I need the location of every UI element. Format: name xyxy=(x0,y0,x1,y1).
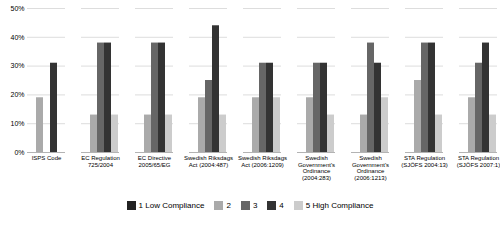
svg-text:Swedish RiksdagsAct (2004:487): Swedish RiksdagsAct (2004:487) xyxy=(184,155,233,168)
html-text:1 Low Compliance: 1 Low Compliance xyxy=(138,201,205,210)
svg-text:STA Regulation(SJÖFS 2004:13): STA Regulation(SJÖFS 2004:13) xyxy=(401,155,448,168)
svg-text:10%: 10% xyxy=(10,120,24,127)
svg-text:STA Regulation(SJÖFS 2007:1): STA Regulation(SJÖFS 2007:1) xyxy=(457,155,500,168)
svg-text:Swedish RiksdagsAct (2006:1209: Swedish RiksdagsAct (2006:1209) xyxy=(238,155,287,168)
svg-text:50%: 50% xyxy=(10,5,24,12)
svg-text:30%: 30% xyxy=(10,62,24,69)
svg-text:0%: 0% xyxy=(14,149,24,156)
html-text:2: 2 xyxy=(226,201,231,210)
svg-text:EC Directive2005/65/EG: EC Directive2005/65/EG xyxy=(138,155,172,168)
svg-text:SwedishGovernment'sOrdinance(2: SwedishGovernment'sOrdinance(2006:1213) xyxy=(352,155,389,181)
html-text:3: 3 xyxy=(252,201,258,210)
svg-text:20%: 20% xyxy=(10,91,24,98)
html-text:4: 4 xyxy=(279,201,284,210)
svg-text:SwedishGovernment'sOrdinance(2: SwedishGovernment'sOrdinance(2004:283) xyxy=(298,155,335,181)
svg-text:EC Regulation725/2004: EC Regulation725/2004 xyxy=(81,155,120,168)
svg-text:40%: 40% xyxy=(10,34,24,41)
svg-text:ISPS Code: ISPS Code xyxy=(32,155,62,161)
html-text:5 High Compliance: 5 High Compliance xyxy=(305,201,374,210)
